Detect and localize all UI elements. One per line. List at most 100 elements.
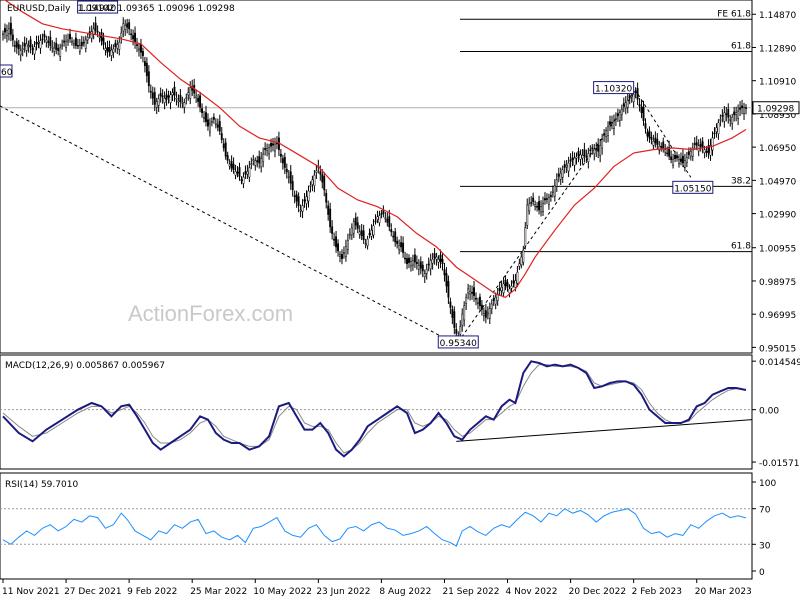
candle-body [587,153,590,163]
candle-body [346,240,349,250]
candle-body [386,218,389,223]
candle-body [67,39,69,43]
candle-body [43,33,46,38]
candle-body [126,23,129,28]
level-label: 61.8 [731,242,751,252]
candle-body [325,192,328,203]
candle-body [595,148,598,151]
candle-body [518,263,521,267]
candle-body [530,202,533,204]
candle-body [187,92,190,96]
candle-body [177,100,180,103]
candle-body [417,265,420,270]
candle-body [55,42,58,50]
candle-body [293,195,296,198]
candle-body [660,146,663,148]
candle-body [147,71,150,87]
candle-body [197,97,200,102]
candle-body [723,112,726,122]
candle-body [392,235,395,238]
candle-body [289,171,292,184]
candle-body [11,34,14,41]
candle-body [122,23,125,32]
candle-body [327,205,330,215]
candle-body [283,156,286,168]
candle-body [47,41,50,44]
candle-body [244,171,247,175]
candle-body [4,28,6,33]
candle-body [423,273,426,277]
candle-body [475,298,477,300]
candle-body [274,143,276,152]
candle-body [341,254,343,259]
candle-body [303,199,306,202]
candle-body [618,112,621,121]
candle-body [563,164,566,168]
candle-body [741,105,744,108]
candle-body [413,254,416,263]
candle-body [484,310,487,318]
candle-body [199,95,202,108]
candle-body [98,36,101,38]
candle-body [157,98,160,106]
candle-body [498,288,501,291]
candle-body [478,296,481,306]
time-tick-label: 20 Mar 2023 [695,587,752,597]
macd-signal-line [2,364,747,454]
candle-body [210,121,213,123]
moving-average-line [3,0,747,298]
candle-body [82,41,85,44]
candle-body [549,195,552,197]
candle-body [57,47,60,51]
candle-body [59,47,62,57]
candle-body [268,147,271,155]
candle-body [699,143,702,147]
candle-body [644,123,647,129]
candle-body [368,233,371,235]
candle-body [492,298,495,301]
candle-body [354,217,357,226]
candle-body [421,264,424,272]
candle-body [500,286,503,292]
candle-body [315,170,318,173]
candle-body [411,260,414,266]
candle-body [335,236,338,248]
candle-body [662,141,665,149]
candle-body [159,93,162,97]
candle-body [205,112,207,122]
clipped-annotation-box [0,64,13,78]
rsi-tick-label: 70 [759,506,771,516]
candle-body [230,161,233,169]
candle-body [35,41,38,45]
candle-body [632,94,635,103]
price-tick-label: 1.10910 [759,78,796,88]
candle-body [707,145,710,154]
candle-body [672,158,675,166]
candle-body [226,155,229,161]
candle-body [301,205,304,212]
time-tick-label: 23 Jun 2022 [316,587,370,597]
candle-body [130,33,133,35]
price-tick-label: 0.95015 [759,344,796,354]
candle-body [305,196,308,204]
candle-body [743,107,745,114]
candle-body [508,288,511,294]
candle-body [358,231,361,235]
candle-body [27,45,30,47]
price-tick-label: 1.12890 [759,44,796,54]
chart-title: EURUSD,Daily [7,4,71,14]
candle-body [683,160,686,168]
candle-body [285,168,288,173]
candle-body [216,124,219,128]
candle-body [721,115,724,117]
candle-body [104,48,107,51]
candle-body [473,287,475,296]
candle-body [155,101,158,108]
candle-body [652,141,655,146]
candle-body [374,220,377,223]
candle-body [445,273,448,287]
candle-body [270,142,272,147]
candle-body [23,42,26,47]
candle-body [313,175,316,186]
candle-body [561,169,564,178]
